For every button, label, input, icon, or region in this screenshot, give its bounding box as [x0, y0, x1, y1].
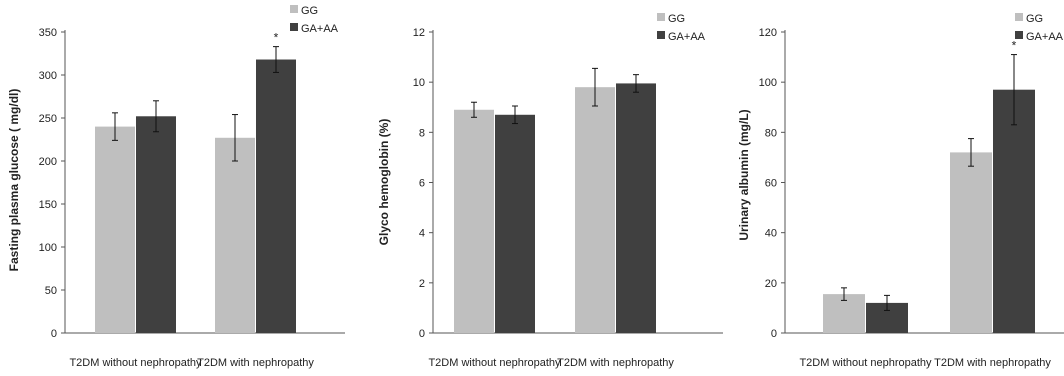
legend-label-ga-aa: GA+AA: [301, 23, 339, 35]
y-axis-title: Urinary albumin (mg/L): [737, 109, 751, 240]
y-tick-label: 300: [39, 70, 57, 82]
legend-swatch-ga-aa: [657, 31, 665, 39]
legend-swatch-gg: [657, 13, 665, 21]
y-tick-label: 100: [39, 242, 57, 254]
y-tick-label: 40: [765, 228, 777, 240]
bar-ga-aa: [136, 116, 176, 333]
legend-label-ga-aa: GA+AA: [1026, 31, 1064, 43]
bar-gg: [575, 87, 615, 333]
legend-label-gg: GG: [1026, 13, 1043, 25]
x-category-label: T2DM without nephropathy: [799, 357, 932, 369]
bar-ga-aa: [256, 59, 296, 334]
x-category-label: T2DM with nephropathy: [197, 357, 314, 369]
y-tick-label: 100: [759, 77, 777, 89]
y-tick-label: 4: [419, 228, 425, 240]
legend-swatch-ga-aa: [290, 23, 298, 31]
bar-ga-aa: [616, 83, 656, 333]
significance-marker: *: [274, 31, 279, 45]
y-tick-label: 80: [765, 127, 777, 139]
chart-panel-urinary-albumin: 0 20 40 60 80 100 120 Urinary albumin (mg/L) T2D…: [737, 13, 1064, 369]
legend-swatch-gg: [290, 5, 298, 13]
legend-swatch-gg: [1015, 13, 1023, 21]
y-tick-label: 60: [765, 178, 777, 190]
legend-label-ga-aa: GA+AA: [668, 31, 706, 43]
y-axis-title: Fasting plasma glucose ( mg/dl): [7, 89, 21, 272]
y-axis-title: Glyco hemoglobin (%): [377, 119, 391, 246]
bar-gg: [950, 152, 992, 333]
y-tick-label: 200: [39, 156, 57, 168]
legend-label-gg: GG: [668, 13, 685, 25]
x-category-label: T2DM with nephropathy: [557, 357, 674, 369]
chart-panel-fasting-glucose: 0 50 100 150 200 250 300 350 Fasting plasma gluc…: [7, 5, 345, 369]
legend-label-gg: GG: [301, 5, 318, 17]
y-tick-label: 12: [413, 27, 425, 39]
bar-ga-aa: [993, 89, 1035, 333]
bar-gg: [215, 137, 255, 333]
y-tick-label: 250: [39, 113, 57, 125]
y-tick-label: 8: [419, 127, 425, 139]
y-tick-label: 20: [765, 278, 777, 290]
y-tick-label: 0: [771, 328, 777, 340]
y-tick-label: 150: [39, 199, 57, 211]
x-category-label: T2DM with nephropathy: [934, 357, 1051, 369]
chart-panel-glyco-hemoglobin: 0 2 4 6 8 10 12 Glyco hemoglobin (%) T2DM withou…: [377, 13, 723, 369]
bar-gg: [95, 126, 135, 333]
y-tick-label: 0: [51, 328, 57, 340]
significance-marker: *: [1012, 39, 1017, 53]
x-category-label: T2DM without nephropathy: [428, 357, 561, 369]
bar-ga-aa: [495, 114, 535, 334]
y-tick-label: 2: [419, 278, 425, 290]
x-category-label: T2DM without nephropathy: [69, 357, 202, 369]
y-tick-label: 6: [419, 178, 425, 190]
y-tick-label: 0: [419, 328, 425, 340]
legend-swatch-ga-aa: [1015, 31, 1023, 39]
bar-gg: [454, 109, 494, 333]
y-tick-label: 120: [759, 27, 777, 39]
y-tick-label: 350: [39, 27, 57, 39]
y-tick-label: 10: [413, 77, 425, 89]
y-tick-label: 50: [45, 285, 57, 297]
